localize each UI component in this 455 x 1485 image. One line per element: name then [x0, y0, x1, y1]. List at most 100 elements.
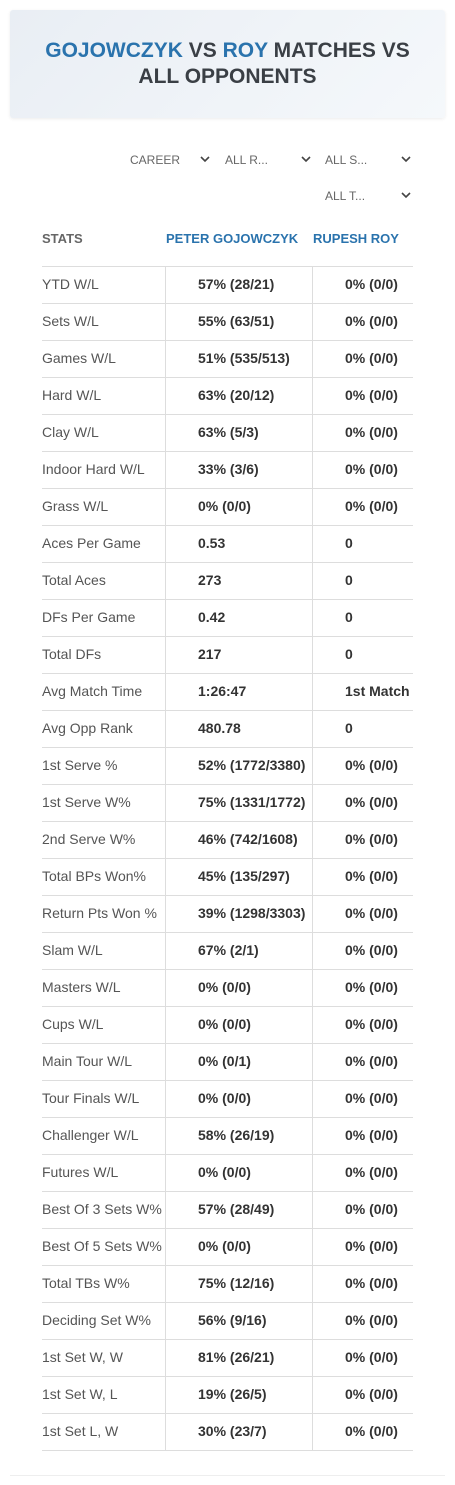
stat-label: Tour Finals W/L — [42, 1090, 140, 1106]
row-divider — [42, 932, 413, 933]
player1-value: 81% (26/21) — [198, 1349, 275, 1365]
row-divider — [42, 377, 413, 378]
player1-value: 19% (26/5) — [198, 1386, 267, 1402]
filter-label: ALL R... — [225, 153, 268, 167]
player2-value: 0% (0/0) — [345, 905, 398, 921]
stat-label: Return Pts Won % — [42, 905, 157, 921]
row-divider — [42, 414, 413, 415]
player2-value: 0% (0/0) — [345, 276, 398, 292]
row-divider — [42, 1228, 413, 1229]
row-divider — [42, 1154, 413, 1155]
player1-value: 0% (0/0) — [198, 498, 251, 514]
column-header[interactable]: PETER GOJOWCZYK — [166, 231, 299, 246]
player2-value: 0% (0/0) — [345, 1423, 398, 1439]
stat-label: 1st Set W, L — [42, 1386, 118, 1402]
player1-value: 57% (28/49) — [198, 1201, 275, 1217]
player1-value: 39% (1298/3303) — [198, 905, 306, 921]
player2-value: 0% (0/0) — [345, 1312, 398, 1328]
player2-value: 0 — [345, 609, 353, 625]
stat-label: Total DFs — [42, 646, 102, 662]
stat-label: Hard W/L — [42, 387, 102, 403]
player1-value: 0% (0/0) — [198, 1016, 251, 1032]
stat-label: Indoor Hard W/L — [42, 461, 145, 477]
stat-label: Games W/L — [42, 350, 116, 366]
row-divider — [42, 747, 413, 748]
player1-value: 1:26:47 — [198, 683, 247, 699]
player1: GOJOWCZYK — [45, 39, 183, 62]
player1-value: 0% (0/0) — [198, 979, 251, 995]
player1-value: 63% (20/12) — [198, 387, 275, 403]
player2-value: 0% (0/0) — [345, 387, 398, 403]
row-divider — [42, 1450, 413, 1451]
stat-label: Challenger W/L — [42, 1127, 139, 1143]
stat-label: YTD W/L — [42, 276, 99, 292]
row-divider — [42, 1043, 413, 1044]
filter[interactable]: ALL S... — [325, 150, 411, 170]
row-divider — [42, 895, 413, 896]
player2-value: 0% (0/0) — [345, 1349, 398, 1365]
player1-value: 273 — [198, 572, 222, 588]
stat-label: Main Tour W/L — [42, 1053, 132, 1069]
stat-label: 1st Serve W% — [42, 794, 131, 810]
chevron — [401, 192, 411, 199]
stat-label: Total BPs Won% — [42, 868, 147, 884]
chevron — [200, 156, 210, 163]
filter[interactable]: ALL R... — [225, 150, 311, 170]
player2-value: 0% (0/0) — [345, 1016, 398, 1032]
stat-label: Futures W/L — [42, 1164, 119, 1180]
filter[interactable]: CAREER — [130, 150, 210, 170]
player2-value: 0% (0/0) — [345, 831, 398, 847]
header: GOJOWCZYK VS ROY MATCHES VS ALL OPPONENT… — [10, 10, 445, 118]
row-divider — [42, 562, 413, 563]
player2-value: 0% (0/0) — [345, 1275, 398, 1291]
chevron — [301, 156, 311, 163]
filter-label: ALL T... — [325, 189, 366, 203]
player2-value: 0% (0/0) — [345, 313, 398, 329]
title-rest: MATCHES VS ALL OPPONENTS — [138, 39, 410, 88]
stat-label: Best Of 3 Sets W% — [42, 1201, 162, 1217]
player1-value: 0% (0/0) — [198, 1090, 251, 1106]
stat-label: Cups W/L — [42, 1016, 104, 1032]
player1-value: 46% (742/1608) — [198, 831, 298, 847]
player2-value: 0% (0/0) — [345, 1164, 398, 1180]
player2-value: 0% (0/0) — [345, 1053, 398, 1069]
player1-value: 75% (1331/1772) — [198, 794, 306, 810]
row-divider — [42, 969, 413, 970]
player1-value: 52% (1772/3380) — [198, 757, 306, 773]
player1-value: 33% (3/6) — [198, 461, 259, 477]
row-divider — [42, 1006, 413, 1007]
row-divider — [42, 858, 413, 859]
stat-label: Deciding Set W% — [42, 1312, 151, 1328]
player1-value: 0.53 — [198, 535, 226, 551]
player1-value: 217 — [198, 646, 222, 662]
player2-value: 0% (0/0) — [345, 979, 398, 995]
player1-value: 0.42 — [198, 609, 226, 625]
player2-value: 0% (0/0) — [345, 868, 398, 884]
stat-label: Clay W/L — [42, 424, 99, 440]
player1-value: 56% (9/16) — [198, 1312, 267, 1328]
player1-value: 0% (0/1) — [198, 1053, 251, 1069]
column-divider — [165, 266, 166, 1450]
column-header[interactable]: RUPESH ROY — [313, 231, 399, 246]
column-header: STATS — [42, 231, 83, 246]
row-divider — [42, 340, 413, 341]
player2-value: 0% (0/0) — [345, 498, 398, 514]
stat-label: Grass W/L — [42, 498, 109, 514]
player1-value: 63% (5/3) — [198, 424, 259, 440]
row-divider — [42, 266, 413, 267]
player2-value: 0% (0/0) — [345, 757, 398, 773]
stat-label: Avg Opp Rank — [42, 720, 133, 736]
player1-value: 30% (23/7) — [198, 1423, 267, 1439]
player1-value: 57% (28/21) — [198, 276, 275, 292]
row-divider — [42, 821, 413, 822]
player1-value: 480.78 — [198, 720, 241, 736]
row-divider — [42, 451, 413, 452]
row-divider — [42, 673, 413, 674]
row-divider — [42, 1191, 413, 1192]
filter[interactable]: ALL T... — [325, 186, 411, 206]
player1-value: 75% (12/16) — [198, 1275, 275, 1291]
stat-label: Slam W/L — [42, 942, 103, 958]
player1-value: 51% (535/513) — [198, 350, 290, 366]
stat-label: Avg Match Time — [42, 683, 143, 699]
